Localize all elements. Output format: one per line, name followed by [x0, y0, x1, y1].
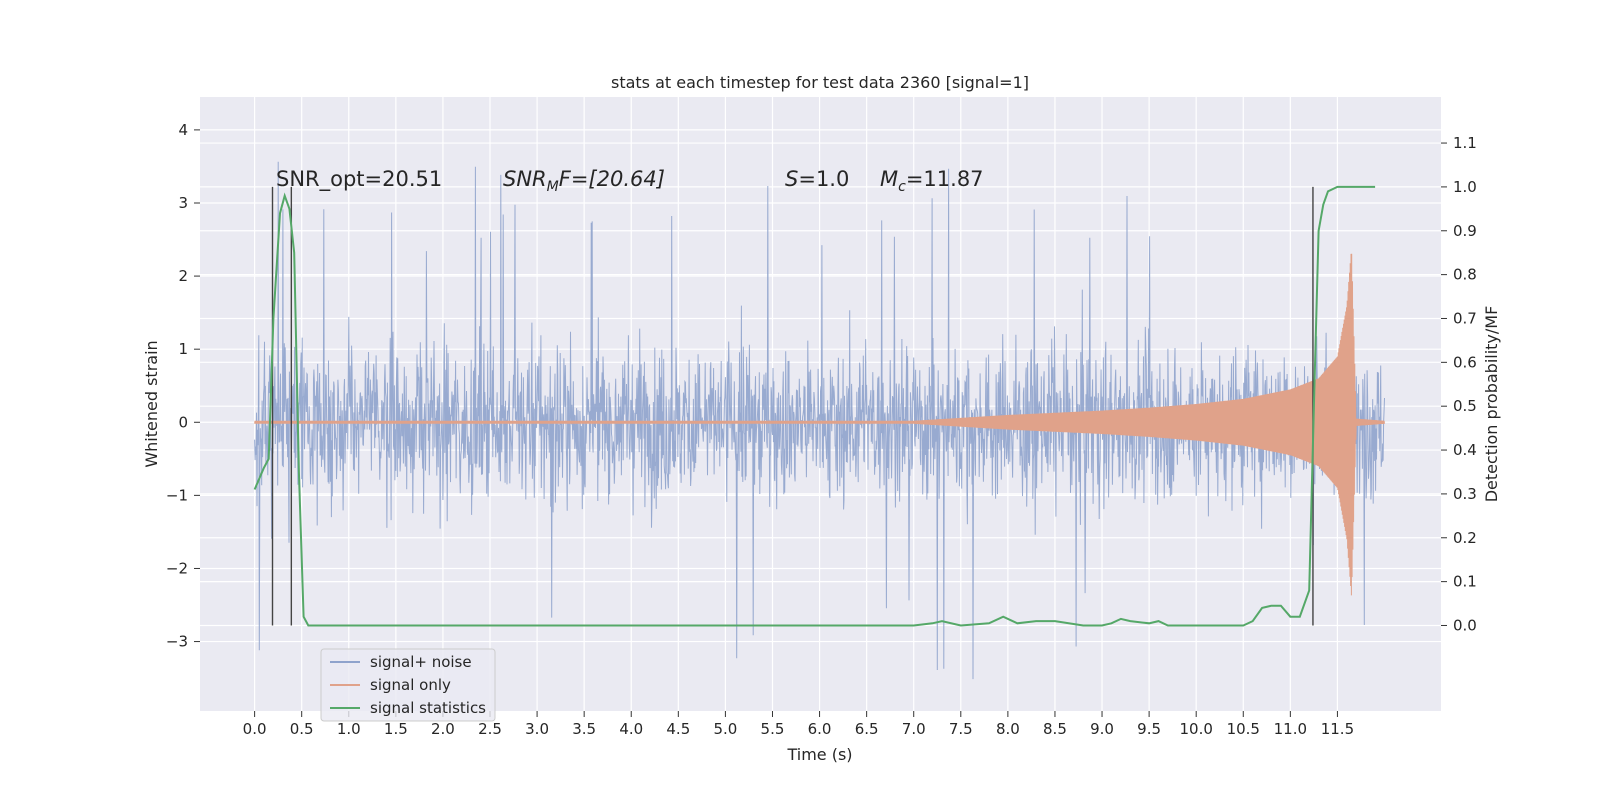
x-tick-label: 5.5	[761, 720, 785, 738]
y-right-tick-label: 0.8	[1453, 266, 1477, 284]
legend: signal+ noise signal only signal statist…	[320, 648, 496, 722]
x-tick-label: 4.0	[619, 720, 643, 738]
y-left-tick-label: 4	[178, 121, 188, 139]
signal-only-line	[254, 253, 1385, 596]
y-right-tick-label: 0.4	[1453, 441, 1477, 459]
annotation-mc: Mc=11.87	[880, 167, 984, 195]
annotation-s-label: S	[785, 167, 798, 191]
y-left-tick-label: −3	[166, 633, 188, 651]
annotation-snr-mf-label: SNR	[503, 167, 547, 191]
y-left-axis-ticks: −3 −2 −1 0 1 2 3 4	[166, 121, 200, 651]
x-axis-label: Time (s)	[786, 745, 852, 764]
x-tick-label: 7.5	[949, 720, 973, 738]
x-tick-label: 9.5	[1137, 720, 1161, 738]
legend-label-signal-only: signal only	[370, 676, 451, 694]
y-left-tick-label: 1	[178, 340, 188, 358]
x-axis-ticks: 0.0 0.5 1.0 1.5 2.0 2.5 3.0 3.5 4.0 4.5 5.0 5.5 6.0 6…	[243, 711, 1354, 738]
x-tick-label: 2.5	[478, 720, 502, 738]
y-right-tick-label: 0.1	[1453, 573, 1477, 591]
y-left-tick-label: −2	[166, 559, 188, 577]
x-tick-label: 5.0	[713, 720, 737, 738]
y-right-tick-label: 0.3	[1453, 485, 1477, 503]
y-left-axis-label: Whitened strain	[142, 340, 161, 467]
x-tick-label: 0.0	[243, 720, 267, 738]
x-tick-label: 11.0	[1274, 720, 1307, 738]
annotation-mc-label: M	[880, 167, 898, 191]
series-signal-noise	[254, 161, 1385, 680]
y-right-tick-label: 1.1	[1453, 134, 1477, 152]
signal-noise-line	[254, 161, 1385, 680]
x-tick-label: 0.5	[290, 720, 314, 738]
y-left-tick-label: 0	[178, 413, 188, 431]
x-tick-label: 4.5	[666, 720, 690, 738]
chart-title: stats at each timestep for test data 236…	[611, 73, 1029, 92]
y-right-axis-ticks: 0.0 0.1 0.2 0.3 0.4 0.5 0.6 0.7 0.8 0.9 1.0 1.1	[1441, 134, 1477, 634]
x-tick-label: 6.0	[808, 720, 832, 738]
annotation-snr-mf: SNRMF=[20.64]	[503, 167, 665, 195]
y-right-tick-label: 1.0	[1453, 178, 1477, 196]
x-tick-label: 8.5	[1043, 720, 1067, 738]
x-tick-label: 1.5	[384, 720, 408, 738]
signal-statistics-line	[253, 185, 1376, 627]
x-tick-label: 1.0	[337, 720, 361, 738]
legend-label-signal-noise: signal+ noise	[370, 653, 472, 671]
y-left-tick-label: −1	[166, 486, 188, 504]
x-tick-label: 2.0	[431, 720, 455, 738]
y-right-tick-label: 0.5	[1453, 397, 1477, 415]
x-tick-label: 7.0	[902, 720, 926, 738]
x-tick-label: 8.0	[996, 720, 1020, 738]
y-right-tick-label: 0.9	[1453, 222, 1477, 240]
annotation-snr-opt: SNR_opt=20.51	[276, 167, 442, 192]
x-tick-label: 10.5	[1227, 720, 1260, 738]
legend-label-signal-statistics: signal statistics	[370, 699, 486, 717]
annotation-snr-mf-sub: M	[547, 179, 559, 195]
annotation-s: S=1.0	[785, 167, 849, 191]
legend-box	[320, 648, 496, 722]
x-tick-label: 11.5	[1321, 720, 1354, 738]
series-signal-only	[254, 253, 1385, 596]
y-right-axis-label: Detection probability/MF	[1482, 306, 1501, 503]
x-tick-label: 9.0	[1090, 720, 1114, 738]
y-right-tick-label: 0.6	[1453, 353, 1477, 371]
y-right-tick-label: 0.7	[1453, 309, 1477, 327]
y-left-tick-label: 3	[178, 194, 188, 212]
x-tick-label: 3.0	[525, 720, 549, 738]
y-left-tick-label: 2	[178, 267, 188, 285]
annotation-mc-value: =11.87	[906, 167, 984, 191]
y-right-tick-label: 0.2	[1453, 529, 1477, 547]
annotation-snr-mf-value: F=[20.64]	[559, 167, 665, 191]
annotation-mc-sub: c	[898, 179, 906, 195]
x-tick-label: 10.0	[1179, 720, 1212, 738]
x-tick-label: 3.5	[572, 720, 596, 738]
y-right-tick-label: 0.0	[1453, 616, 1477, 634]
x-tick-label: 6.5	[855, 720, 879, 738]
annotation-s-value: =1.0	[798, 167, 849, 191]
series-signal-statistics	[253, 185, 1376, 627]
